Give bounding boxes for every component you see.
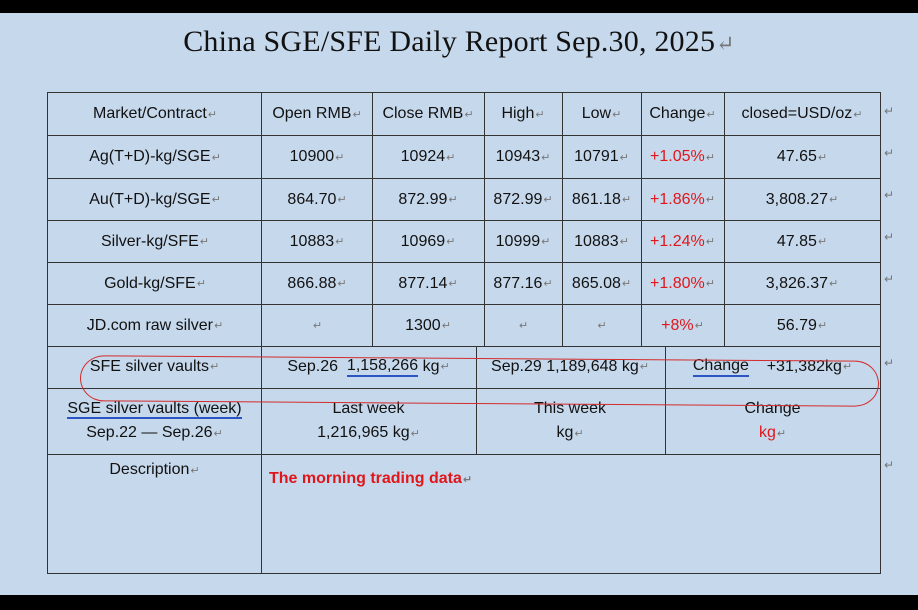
cell-change: +1.80% ↵ [650,274,715,292]
cell-close: 877.14 ↵ [398,274,458,292]
cell-high: 10999 ↵ [495,232,551,250]
sge-this-week: This week kg↵ [533,399,607,441]
sfe-vaults-change: Change +31,382kg ↵ [692,356,853,377]
row-end-mark: ↵ [884,230,895,244]
cell-low: 865.08 ↵ [571,274,632,292]
cell-low: 861.18 ↵ [571,190,632,208]
header-low: Low ↵ [581,105,622,122]
cell-contract: Au(T+D)-kg/SGE ↵ [89,190,221,208]
cell-contract: JD.com raw silver ↵ [86,316,224,334]
header-high: High ↵ [501,105,545,122]
header-close: Close RMB ↵ [382,105,474,122]
row-end-mark: ↵ [884,356,895,370]
document-page: China SGE/SFE Daily Report Sep.30, 2025↵… [0,13,918,595]
cell-low: 10791 ↵ [574,148,629,165]
cell-usd: 56.79 ↵ [776,316,828,334]
cell-high: 872.99 ↵ [493,190,553,208]
cell-contract: Ag(T+D)-kg/SGE ↵ [89,148,221,165]
cell-high: 10943 ↵ [495,148,551,165]
cell-change: +1.05% ↵ [650,148,715,165]
cell-close: 1300 ↵ [405,316,451,334]
sfe-vaults-current: Sep.29 1,189,648 kg ↵ [491,357,649,375]
row-end-mark: ↵ [884,146,895,160]
cell-close: 10924 ↵ [400,148,456,165]
report-title: China SGE/SFE Daily Report Sep.30, 2025↵ [183,25,735,58]
cell-change: +1.86% ↵ [650,190,715,208]
sge-change: Change kg↵ [744,399,801,441]
header-change: Change ↵ [649,105,716,122]
sfe-vaults-label: SFE silver vaults ↵ [89,357,220,375]
cell-open: 866.88 ↵ [287,274,347,292]
row-end-mark: ↵ [884,104,895,118]
cell-contract: Gold-kg/SFE ↵ [104,274,206,292]
sfe-vaults-prev: Sep.26 1,158,266 kg ↵ [287,356,450,377]
header-contract: Market/Contract ↵ [92,105,218,122]
cell-low: 10883 ↵ [574,232,629,250]
sge-vaults-label: SGE silver vaults (week) Sep.22 — Sep.26… [67,399,242,441]
cell-usd: 3,808.27 ↵ [765,190,839,208]
cell-usd: 3,826.37 ↵ [765,274,839,292]
cell-open: 10883 ↵ [289,232,345,250]
row-end-mark: ↵ [884,272,895,286]
cell-change: +1.24% ↵ [650,232,715,250]
description-text: The morning trading data↵ [269,470,473,487]
cell-open: ↵ [312,320,323,332]
cell-close: 10969 ↵ [400,232,456,250]
header-open: Open RMB ↵ [272,105,362,122]
cell-high: ↵ [518,320,529,332]
cell-low: ↵ [597,320,607,332]
cell-open: 10900 ↵ [289,148,345,165]
cell-change: +8% ↵ [661,316,704,334]
cell-usd: 47.85 ↵ [776,232,828,250]
sge-last-week: Last week 1,216,965 kg↵ [317,399,420,441]
description-label: Description ↵ [109,461,200,478]
report-table [47,92,881,574]
row-end-mark: ↵ [884,458,895,472]
cell-close: 872.99 ↵ [398,190,458,208]
cell-contract: Silver-kg/SFE ↵ [100,232,209,250]
cell-usd: 47.65 ↵ [776,148,828,165]
row-end-mark: ↵ [884,188,895,202]
header-usd: closed=USD/oz ↵ [741,105,863,122]
cell-high: 877.16 ↵ [493,274,553,292]
cell-open: 864.70 ↵ [287,190,347,208]
